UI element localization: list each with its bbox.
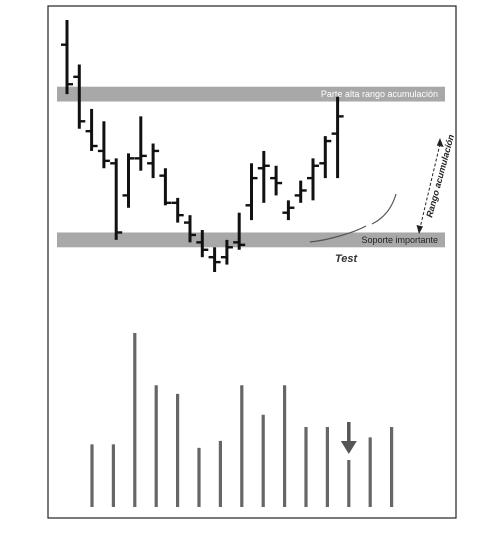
zone-label: Parte alta rango acumulación [321, 89, 438, 99]
price-layer [61, 20, 344, 272]
zone-label: Soporte importante [361, 235, 438, 245]
ohlc-bar [307, 158, 319, 201]
ohlc-bar [257, 150, 270, 203]
ohlc-bar [159, 168, 172, 206]
rise-curve [371, 193, 397, 225]
ohlc-bar [233, 212, 246, 250]
zone-band [57, 232, 445, 248]
ohlc-bar [122, 153, 135, 208]
ohlc-bar [85, 108, 98, 151]
ohlc-bar [134, 116, 147, 171]
ohlc-bar [270, 165, 283, 196]
ohlc-bar [97, 121, 110, 169]
test-label: Test [335, 253, 359, 265]
ohlc-bar [196, 230, 209, 258]
volume-arrow-head [340, 441, 357, 455]
ohlc-bar [331, 96, 344, 179]
ohlc-bar [184, 215, 196, 243]
ohlc-bar [208, 247, 221, 272]
ohlc-bar [61, 20, 73, 95]
annotation-curves [309, 193, 397, 243]
chart-border [47, 5, 457, 519]
ohlc-bar [245, 163, 258, 221]
ohlc-bar [147, 143, 160, 179]
ohlc-bar [282, 200, 295, 221]
volume-layer [90, 333, 394, 507]
zone-band [57, 86, 445, 102]
ohlc-bar [73, 64, 86, 129]
zone-layer: Parte alta rango acumulación Soporte impo… [57, 86, 445, 248]
ohlc-bar [171, 197, 184, 223]
ohlc-bar [110, 158, 123, 240]
range-arrowhead-top [436, 138, 444, 147]
ohlc-bar [294, 180, 307, 203]
ohlc-bar [319, 136, 332, 179]
ohlc-bar [220, 239, 233, 265]
range-arrow-line [419, 143, 441, 229]
test-curve [309, 225, 367, 243]
range-arrowhead-bottom [416, 225, 423, 234]
